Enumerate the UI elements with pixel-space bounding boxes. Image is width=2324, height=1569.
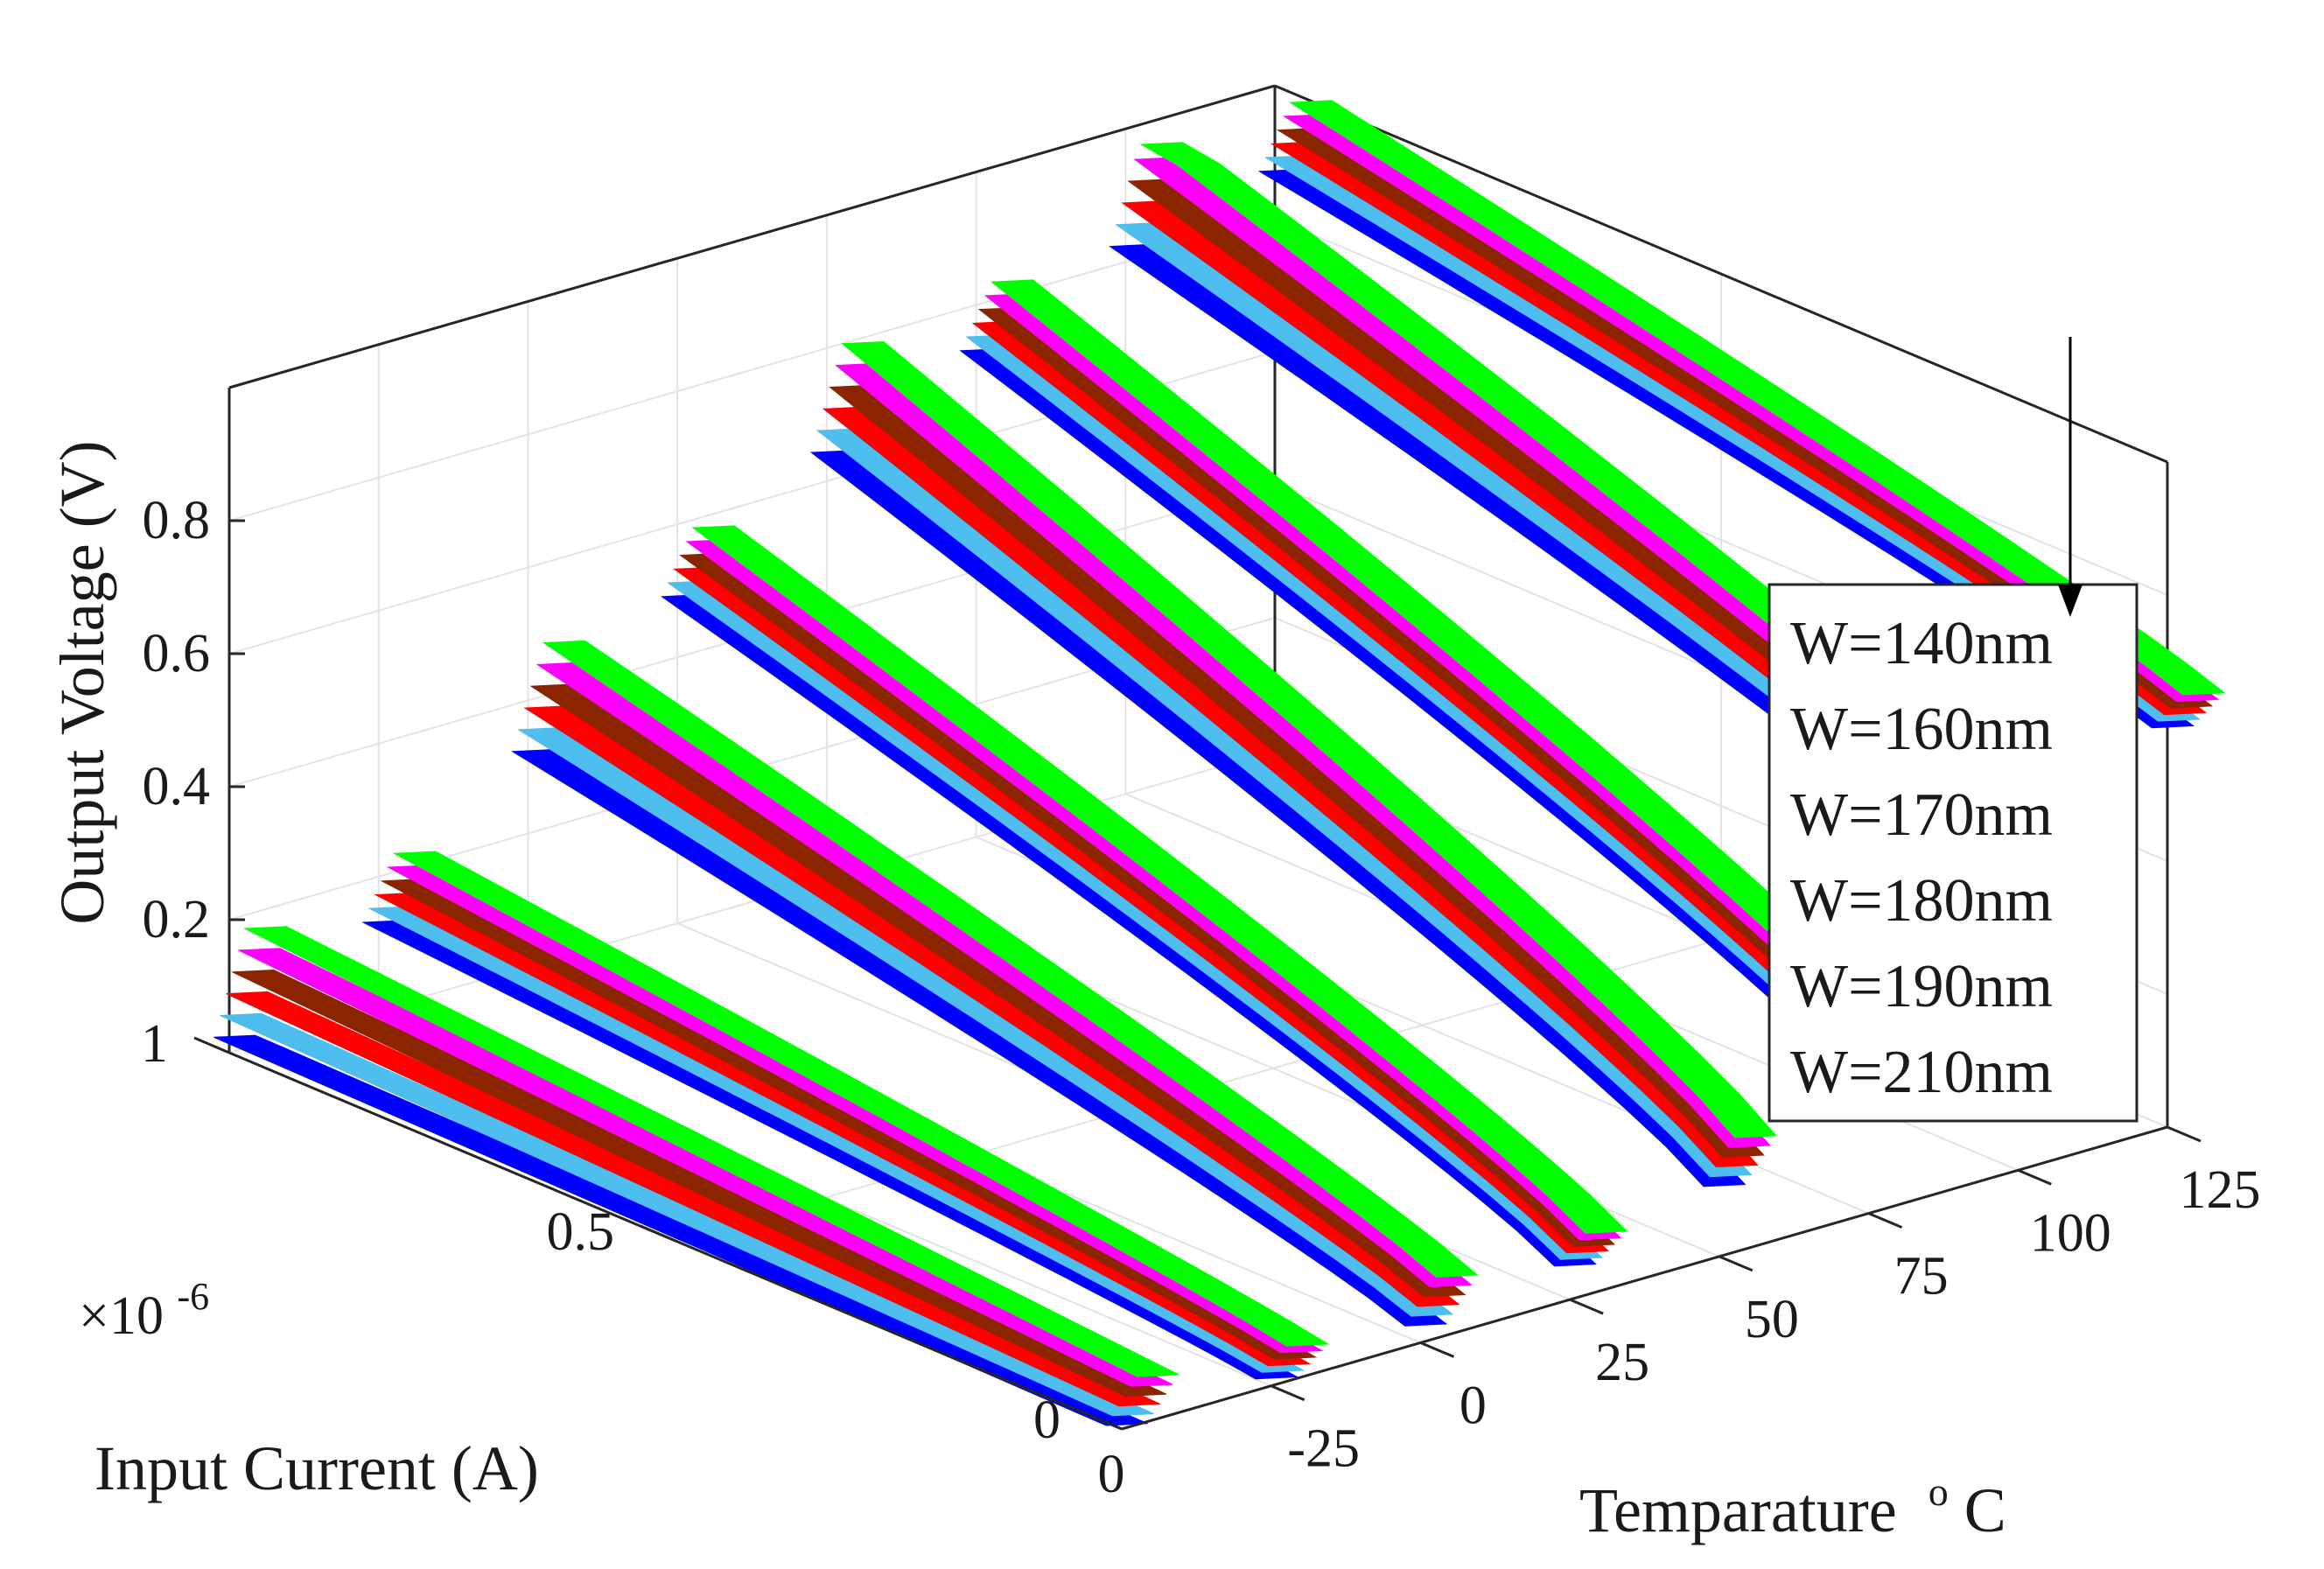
- legend-item: W=170nm: [1790, 781, 2053, 849]
- x-tick-mark: [2166, 1125, 2202, 1143]
- ribbon-w-210nm-t50: [841, 340, 1777, 1138]
- x-tick-label: -25: [1287, 1419, 1360, 1479]
- x-tick-mark: [1569, 1298, 1604, 1315]
- grid-line-z-back: [228, 218, 1276, 522]
- ribbon-w-210nm-t0: [542, 640, 1479, 1278]
- axis-edge-side-top: [1274, 84, 2168, 464]
- x-tick-label: 125: [2180, 1160, 2261, 1220]
- x-tick-mark: [1867, 1212, 1903, 1229]
- legend-arrow: [2058, 337, 2082, 617]
- ribbon-w-210nm-t125: [1289, 100, 2226, 696]
- legend-item: W=180nm: [1790, 867, 2053, 935]
- z-tick-label: 0.2: [143, 890, 211, 949]
- legend-item: W=160nm: [1790, 696, 2053, 763]
- x-tick-label: 50: [1745, 1290, 1799, 1349]
- z-tick-label: 0.6: [143, 624, 211, 683]
- legend-item: W=140nm: [1790, 610, 2053, 677]
- legend-box: [1768, 583, 2138, 1123]
- x-axis-label-degree: o: [1928, 1469, 1949, 1514]
- tick-labels: 0.2 0.4 0.6 0.8 0 0.5 1 0 -25 0 25 50 75 100 125: [141, 491, 2261, 1504]
- x-tick-mark: [1270, 1384, 1306, 1402]
- x-tick-label: 100: [2030, 1203, 2111, 1263]
- y-tick-label: 1: [141, 1014, 168, 1074]
- y-tick-mark: [640, 1224, 676, 1243]
- x-tick-label: 75: [1894, 1247, 1949, 1306]
- y-axis-multiplier-base: ×10: [79, 1286, 164, 1346]
- axis-edge-back-top: [228, 84, 1276, 389]
- x-axis-label: Temparature o C: [1579, 1449, 2006, 1545]
- axes-box: [228, 84, 2169, 1127]
- z-axis-label: Output Voltage (V): [47, 440, 117, 924]
- legend: W=140nm W=160nm W=170nm W=180nm W=190nm W=210…: [1768, 583, 2138, 1123]
- ribbon-w-210nm-t-50: [242, 926, 1181, 1377]
- y-axis-multiplier-exp: -6: [177, 1275, 209, 1318]
- y-tick-label: 0: [1033, 1390, 1060, 1450]
- x-axis-label-text: Temparature: [1579, 1475, 1897, 1545]
- x-axis-line: [1121, 1125, 2168, 1431]
- x-tick-mark: [1419, 1341, 1455, 1358]
- y-tick-label: 0.5: [547, 1202, 615, 1262]
- x-tick-mark: [2017, 1168, 2052, 1186]
- x-tick-label: 0: [1460, 1376, 1487, 1435]
- y-tick-label-front: 0: [1098, 1445, 1125, 1504]
- legend-item: W=190nm: [1790, 953, 2053, 1020]
- z-tick-label: 0.8: [143, 491, 211, 550]
- z-tick-label: 0.4: [143, 757, 211, 816]
- x-tick-label: 25: [1595, 1333, 1649, 1392]
- x-axis-label-unit: C: [1964, 1475, 2006, 1545]
- ribbon-w-210nm-t25: [691, 525, 1628, 1234]
- y-tick-mark: [1086, 1412, 1123, 1431]
- y-tick-mark: [193, 1036, 230, 1054]
- y-axis-label: Input Current (A): [94, 1433, 539, 1503]
- ribbon-w-210nm-t-25: [392, 851, 1330, 1347]
- y-axis-multiplier: ×10 -6: [79, 1275, 209, 1346]
- x-tick-mark: [1718, 1255, 1754, 1272]
- legend-item: W=210nm: [1790, 1039, 2053, 1106]
